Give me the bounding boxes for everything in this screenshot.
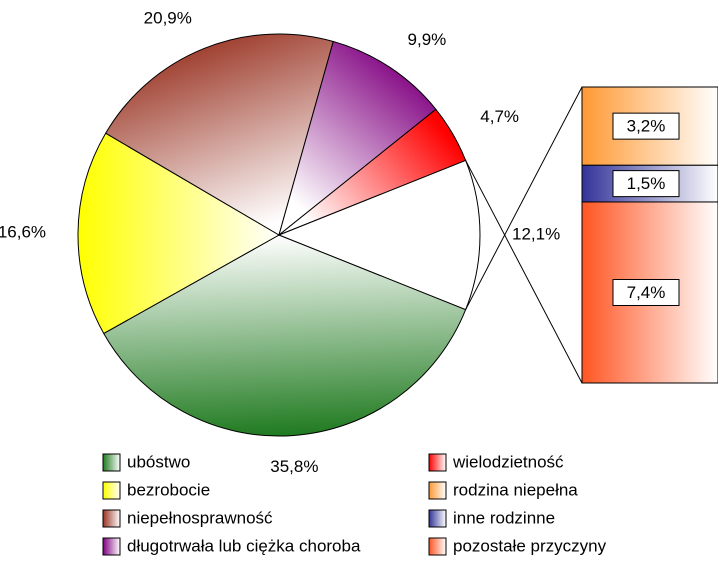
slice-label: 20,9% bbox=[144, 8, 192, 27]
legend-label: bezrobocie bbox=[127, 480, 210, 499]
slice-label: 35,8% bbox=[270, 457, 318, 476]
connector-line bbox=[465, 160, 583, 384]
legend-label: pozostałe przyczyny bbox=[453, 536, 607, 555]
bar-label: 3,2% bbox=[627, 117, 666, 136]
legend-label: długotrwała lub ciężka choroba bbox=[127, 536, 361, 555]
legend-label: ubóstwo bbox=[127, 452, 190, 471]
legend-swatch bbox=[102, 537, 121, 556]
legend-swatch bbox=[102, 509, 121, 528]
connector-line bbox=[465, 86, 583, 310]
slice-label: 16,6% bbox=[0, 222, 46, 241]
legend-swatch bbox=[428, 481, 447, 500]
legend-label: rodzina niepełna bbox=[453, 480, 578, 499]
legend-label: niepełnosprawność bbox=[127, 508, 273, 527]
bar-label: 7,4% bbox=[627, 283, 666, 302]
slice-label: 12,1% bbox=[512, 224, 560, 243]
pie-slice bbox=[103, 234, 467, 437]
label-box bbox=[612, 170, 680, 198]
legend-swatch bbox=[428, 509, 447, 528]
legend-swatch bbox=[102, 453, 121, 472]
legend-swatch bbox=[428, 537, 447, 556]
label-box bbox=[612, 278, 680, 306]
pie-slice bbox=[277, 159, 481, 311]
bar-label: 1,5% bbox=[627, 174, 666, 193]
label-box bbox=[612, 112, 680, 140]
legend-label: inne rodzinne bbox=[453, 508, 555, 527]
pie-slice bbox=[77, 132, 281, 335]
pie-slice bbox=[278, 40, 437, 237]
legend-swatch bbox=[102, 481, 121, 500]
slice-label: 9,9% bbox=[408, 30, 447, 49]
legend-swatch bbox=[428, 453, 447, 472]
pie-slice bbox=[104, 33, 334, 236]
slice-label: 4,7% bbox=[480, 107, 519, 126]
legend-label: wielodzietność bbox=[452, 452, 564, 471]
